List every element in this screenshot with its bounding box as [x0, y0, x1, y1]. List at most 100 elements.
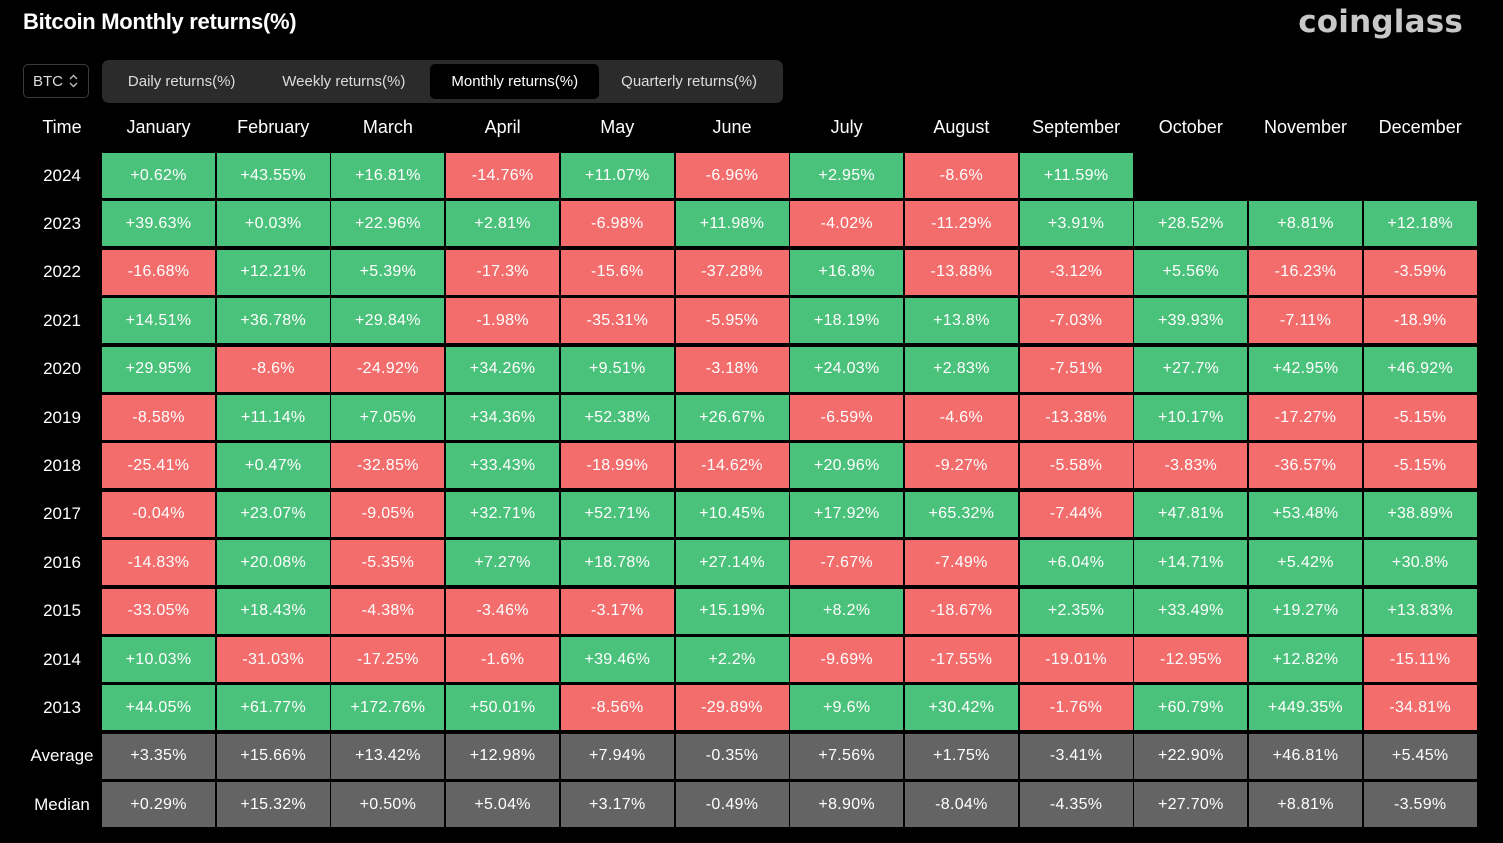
return-cell: +32.71% [446, 491, 560, 537]
return-cell: -13.88% [904, 249, 1018, 295]
page-title: Bitcoin Monthly returns(%) [23, 9, 297, 34]
return-cell: -8.58% [102, 395, 215, 440]
return-cell: +2.2% [675, 637, 789, 682]
row-year-label: 2013 [43, 697, 81, 717]
return-cell: +47.81% [1134, 491, 1248, 537]
summary-cell: +3.17% [560, 782, 674, 828]
row-year-label: 2016 [43, 552, 81, 572]
return-cell: +7.27% [446, 540, 560, 586]
return-cell: -0.04% [102, 491, 215, 537]
return-cell: -3.46% [446, 588, 560, 634]
row-average-label: Average [30, 746, 94, 766]
return-cell: -8.6% [216, 346, 330, 392]
row-year-label: 2017 [43, 504, 81, 524]
return-cell: +23.07% [216, 491, 330, 537]
return-cell: +20.96% [790, 443, 904, 489]
summary-cell: +8.90% [790, 782, 904, 828]
return-cell: +5.39% [331, 249, 445, 295]
return-cell: -36.57% [1249, 443, 1362, 489]
summary-cell: +0.29% [102, 782, 215, 828]
column-header-september: September [1032, 116, 1121, 137]
column-header-november: November [1263, 116, 1348, 137]
summary-cell: +15.32% [216, 782, 330, 828]
return-cell: +2.95% [790, 153, 904, 198]
tab-monthly-returns[interactable]: Monthly returns(%) [430, 64, 600, 99]
tab-weekly-returns[interactable]: Weekly returns(%) [282, 73, 406, 90]
return-cell: +12.21% [216, 249, 330, 295]
row-median-label: Median [34, 794, 90, 814]
summary-cell: +7.94% [560, 733, 674, 779]
return-cell: -3.12% [1019, 249, 1133, 295]
return-cell: -14.83% [102, 540, 215, 586]
summary-cell: +7.56% [790, 733, 904, 779]
return-cell: -16.23% [1249, 249, 1362, 295]
return-cell: -3.17% [560, 588, 674, 634]
summary-cell: +22.90% [1134, 733, 1248, 779]
column-header-march: March [362, 116, 413, 137]
return-cell: +42.95% [1249, 346, 1362, 392]
return-cell: +27.7% [1134, 346, 1248, 392]
return-cell: -5.35% [331, 540, 445, 586]
return-cell: +11.14% [216, 395, 330, 440]
return-cell: +29.95% [102, 346, 215, 392]
return-cell: +10.45% [675, 491, 789, 537]
return-cell: -3.59% [1363, 249, 1477, 295]
return-cell: +0.62% [102, 153, 215, 198]
return-cell: +30.8% [1363, 540, 1477, 586]
return-cell: -7.67% [790, 540, 904, 586]
return-cell: +15.19% [675, 588, 789, 634]
column-header-april: April [484, 116, 521, 137]
return-cell: -4.02% [790, 201, 904, 247]
return-cell: +172.76% [331, 685, 445, 731]
return-cell: -4.38% [331, 588, 445, 634]
return-cell: -1.6% [446, 637, 560, 682]
return-cell: -18.99% [560, 443, 674, 489]
return-cell: -9.05% [331, 491, 445, 537]
return-cell: -14.76% [446, 153, 560, 198]
column-header-july: July [830, 116, 863, 137]
row-year-label: 2021 [43, 310, 81, 330]
tab-quarterly-returns[interactable]: Quarterly returns(%) [621, 73, 758, 90]
return-cell: +0.03% [216, 201, 330, 247]
summary-cell: +8.81% [1249, 782, 1362, 828]
return-cell: +39.63% [102, 201, 215, 247]
return-cell: -14.62% [675, 443, 789, 489]
summary-cell: +5.04% [446, 782, 560, 828]
asset-select[interactable]: BTC [23, 64, 89, 98]
summary-cell: -0.49% [675, 782, 789, 828]
column-header-february: February [237, 116, 310, 137]
summary-cell: +0.50% [331, 782, 445, 828]
return-cell: +60.79% [1134, 685, 1248, 731]
return-cell: -17.25% [331, 637, 445, 682]
return-cell: -19.01% [1019, 637, 1133, 682]
return-cell: -1.98% [446, 298, 560, 344]
return-cell: -6.59% [790, 395, 904, 440]
return-cell: +5.56% [1134, 249, 1248, 295]
tab-daily-returns[interactable]: Daily returns(%) [127, 73, 236, 90]
return-cell: +33.43% [446, 443, 560, 489]
return-cell: -17.55% [904, 637, 1018, 682]
return-cell: +0.47% [216, 443, 330, 489]
summary-cell: +13.42% [331, 733, 445, 779]
return-cell: -7.49% [904, 540, 1018, 586]
return-cell: -15.6% [560, 249, 674, 295]
return-cell: +13.8% [904, 298, 1018, 344]
row-year-label: 2019 [43, 407, 81, 427]
return-cell: +50.01% [446, 685, 560, 731]
return-cell: -32.85% [331, 443, 445, 489]
return-cell: +11.59% [1019, 153, 1133, 198]
asset-select-value: BTC [33, 72, 63, 90]
summary-cell: -8.04% [904, 782, 1018, 828]
return-cell: +46.92% [1363, 346, 1477, 392]
return-cell: +10.17% [1134, 395, 1248, 440]
column-header-may: May [600, 116, 635, 137]
summary-cell: +27.70% [1134, 782, 1248, 828]
return-cell: -5.58% [1019, 443, 1133, 489]
return-cell: +16.8% [790, 249, 904, 295]
return-cell: +20.08% [216, 540, 330, 586]
return-cell: +34.36% [446, 395, 560, 440]
return-cell: -37.28% [675, 249, 789, 295]
return-cell: +18.78% [560, 540, 674, 586]
return-cell: +65.32% [904, 491, 1018, 537]
return-cell: -12.95% [1134, 637, 1248, 682]
